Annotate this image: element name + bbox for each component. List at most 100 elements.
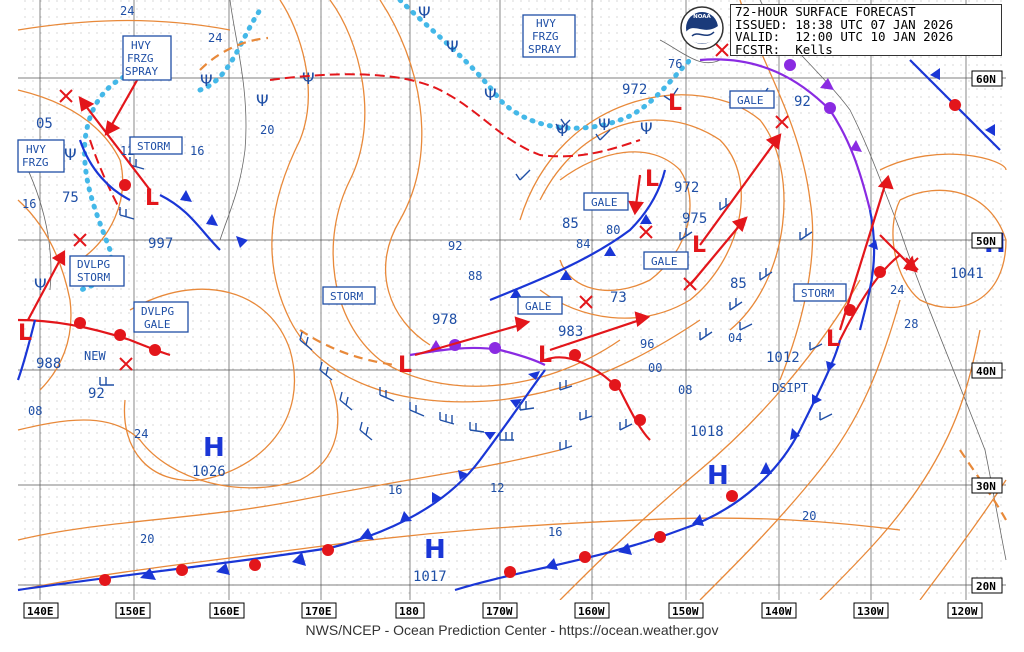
num-73: 73 (610, 290, 627, 306)
warning-gale-gulf: GALE (643, 251, 689, 270)
svg-text:STORM: STORM (801, 287, 834, 300)
map-background (18, 0, 1006, 600)
svg-text:HVY: HVY (536, 17, 556, 30)
lat-label-20n: 20N (971, 577, 1003, 594)
svg-text:24: 24 (120, 4, 134, 18)
svg-text:16: 16 (22, 197, 36, 211)
svg-text:88: 88 (468, 269, 482, 283)
svg-text:16: 16 (548, 525, 562, 539)
new-label: NEW (84, 349, 106, 363)
cold-front-south (17, 369, 546, 592)
cold-front-west (159, 194, 221, 251)
num-05: 05 (36, 116, 53, 132)
isobar-labels: 24 24 20 16 12 16 08 92 88 84 80 96 00 0… (22, 4, 918, 546)
svg-text:96: 96 (640, 337, 654, 351)
svg-text:DVLPG: DVLPG (77, 258, 110, 271)
svg-text:L: L (145, 186, 159, 211)
cold-front-sw (16, 319, 37, 381)
svg-text:Ψ: Ψ (446, 37, 459, 56)
svg-text:180: 180 (399, 605, 419, 618)
svg-text:GALE: GALE (591, 196, 618, 209)
high-letter-east: H (707, 461, 729, 491)
ridge-chain (89, 73, 641, 211)
svg-text:20: 20 (802, 509, 816, 523)
pressure-1041: 1041 (950, 266, 984, 282)
longitude-axis: 140E 150E 160E 170E 180 170W 160W 150W 1… (18, 600, 1006, 622)
cold-front-bering (489, 169, 667, 302)
svg-text:08: 08 (28, 404, 42, 418)
svg-text:FRZG: FRZG (127, 52, 154, 65)
svg-text:DVLPG: DVLPG (141, 305, 174, 318)
svg-text:140E: 140E (27, 605, 54, 618)
svg-text:120W: 120W (951, 605, 978, 618)
num-75: 75 (62, 190, 79, 206)
svg-text:140W: 140W (765, 605, 792, 618)
svg-text:150W: 150W (672, 605, 699, 618)
warning-hvy-frzg-sw: HVY FRZG (17, 139, 65, 173)
pressure-1018: 1018 (690, 424, 724, 440)
dsipt-label: DSIPT (772, 381, 808, 395)
svg-text:40N: 40N (976, 365, 996, 378)
svg-text:20: 20 (260, 123, 274, 137)
svg-text:170W: 170W (486, 605, 513, 618)
svg-text:00: 00 (648, 361, 662, 375)
svg-text:08: 08 (678, 383, 692, 397)
svg-text:Ψ: Ψ (598, 115, 611, 134)
svg-text:Ψ: Ψ (418, 3, 431, 22)
svg-text:24: 24 (134, 427, 148, 441)
pressure-1017: 1017 (413, 569, 447, 585)
cold-front-southeast (454, 339, 842, 592)
svg-text:FRZG: FRZG (22, 156, 49, 169)
svg-text:84: 84 (576, 237, 590, 251)
lon-label-130w: 130W (853, 602, 889, 619)
svg-text:150E: 150E (119, 605, 146, 618)
pressure-978: 978 (432, 312, 457, 328)
forecaster: FCSTR: Kells (735, 41, 833, 57)
svg-text:Ψ: Ψ (556, 121, 569, 140)
svg-text:Ψ: Ψ (64, 145, 77, 164)
noaa-logo-icon: NOAA (680, 6, 724, 50)
pressure-983: 983 (558, 324, 583, 340)
pressure-972-b: 972 (622, 82, 647, 98)
lon-label-160e: 160E (209, 602, 245, 619)
issued-time: ISSUED: 18:38 UTC 07 JAN 2026 (735, 16, 954, 32)
pressure-997: 997 (148, 236, 173, 252)
svg-text:28: 28 (904, 317, 918, 331)
svg-text:30N: 30N (976, 480, 996, 493)
x-markers (59, 43, 919, 371)
svg-text:20N: 20N (976, 580, 996, 593)
warning-boxes: HVY FRZG SPRAY HVY FRZG SPRAY HVY FRZG S… (17, 14, 847, 333)
svg-text:L: L (398, 353, 412, 378)
warning-gale-bering: GALE (583, 192, 629, 211)
front-symbols (74, 59, 995, 586)
lon-label-170w: 170W (482, 602, 518, 619)
svg-text:170E: 170E (305, 605, 332, 618)
warning-gale-alaska: GALE (729, 90, 775, 109)
svg-text:HVY: HVY (131, 39, 151, 52)
svg-text:60N: 60N (976, 73, 996, 86)
svg-text:STORM: STORM (330, 290, 363, 303)
svg-text:12: 12 (490, 481, 504, 495)
cold-front-kamchatka (78, 139, 131, 201)
warning-gale-center: GALE (517, 296, 563, 315)
high-letter-1026: H (203, 433, 225, 463)
svg-text:GALE: GALE (737, 94, 764, 107)
pressure-1012: 1012 (766, 350, 800, 366)
num-85a: 85 (562, 216, 579, 232)
svg-text:50N: 50N (976, 235, 996, 248)
lon-label-140w: 140W (761, 602, 797, 619)
warning-dvlpg-gale: DVLPG GALE (133, 301, 189, 333)
svg-text:16: 16 (388, 483, 402, 497)
lon-label-170e: 170E (301, 602, 337, 619)
valid-time: VALID: 12:00 UTC 10 JAN 2026 (735, 29, 954, 44)
svg-text:160W: 160W (578, 605, 605, 618)
lat-label-60n: 60N (971, 70, 1003, 87)
warning-hvy-frzg-spray-east: HVY FRZG SPRAY (522, 14, 576, 58)
lon-label-180: 180 (395, 602, 425, 619)
warning-storm-east: STORM (793, 283, 847, 302)
isobars (17, 0, 1007, 601)
ice-edge (77, 0, 693, 293)
lon-label-120w: 120W (947, 602, 983, 619)
svg-text:Ψ: Ψ (34, 275, 47, 294)
